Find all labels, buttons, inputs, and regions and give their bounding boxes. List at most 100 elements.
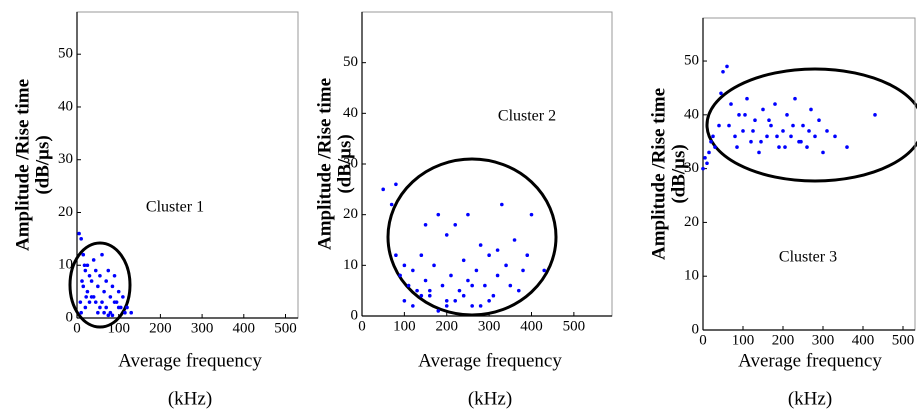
point [415,288,419,293]
point [741,129,745,133]
point [474,268,479,273]
point [104,305,108,310]
x-axis-label: Average frequency [118,350,262,371]
y-tick-label: 20 [343,206,358,222]
point [436,212,441,217]
point [125,305,129,310]
plot-frame [702,17,916,331]
point [775,134,779,139]
point [783,145,787,149]
point [805,145,809,149]
x-axis-unit: (kHz) [468,388,512,409]
cluster-ellipse [68,241,132,329]
point [83,268,88,273]
point [789,134,793,139]
point [79,310,83,315]
point [491,293,496,298]
point [85,263,90,268]
point [542,268,547,273]
cluster-label: Cluster 3 [779,249,837,266]
point [727,123,731,128]
point [487,253,491,257]
point [394,182,398,187]
plot-frame [361,11,613,317]
point [707,150,711,155]
point [98,305,102,310]
point [402,263,407,268]
point [487,299,491,303]
point [423,223,428,227]
y-tick-label: 10 [684,268,699,284]
point [453,223,458,227]
x-tick-label: 200 [772,332,795,348]
point [116,305,121,310]
x-tick-label: 300 [191,320,214,336]
point [81,252,86,257]
point [711,134,715,139]
point [745,96,749,101]
point [79,237,83,241]
x-tick-label: 100 [107,320,130,336]
point [516,288,521,293]
x-axis-label: Average frequency [418,350,562,371]
point [478,304,483,308]
point [129,310,134,315]
point [521,268,525,273]
point [453,299,458,303]
y-tick-label: 10 [343,257,358,273]
y-axis-unit: (dB/μs) [668,144,689,203]
x-axis-label: Average frequency [738,350,882,371]
point [427,288,432,293]
point [765,134,769,139]
x-tick-label: 200 [435,318,458,334]
point [703,156,707,160]
point [751,129,755,133]
point [78,300,83,304]
point [781,129,785,133]
point [108,295,113,299]
y-tick-label: 10 [58,257,73,273]
point [89,295,94,299]
y-tick-label: 40 [58,98,73,114]
y-tick-label: 20 [58,204,73,220]
point [483,283,487,288]
point [123,310,127,315]
point [737,113,741,117]
point [757,150,761,155]
point [495,248,500,252]
y-axis-label: Amplitude /Rise time [12,79,33,251]
y-axis-label: Amplitude /Rise time [314,78,335,250]
y-tick-label: 20 [684,214,699,230]
point [743,113,747,117]
point [466,278,470,283]
x-tick-label: 500 [274,320,297,336]
point [108,310,113,315]
y-tick-label: 30 [58,151,73,167]
point [106,268,111,273]
point [100,252,104,257]
x-tick-label: 200 [149,320,172,336]
point [444,299,449,303]
point [432,263,436,268]
point [116,289,121,294]
x-tick-label: 0 [73,320,81,336]
point [749,139,753,144]
point [100,300,104,304]
point [83,305,88,310]
point [767,118,771,123]
point [457,288,462,293]
point [93,268,98,273]
point [89,279,94,283]
point [449,273,453,278]
point [419,293,424,298]
point [402,299,407,303]
point [436,309,441,313]
point [440,283,445,288]
point [725,64,729,69]
point [82,263,87,268]
point [102,289,106,294]
point [721,69,725,74]
point [733,134,737,139]
point [381,187,385,192]
